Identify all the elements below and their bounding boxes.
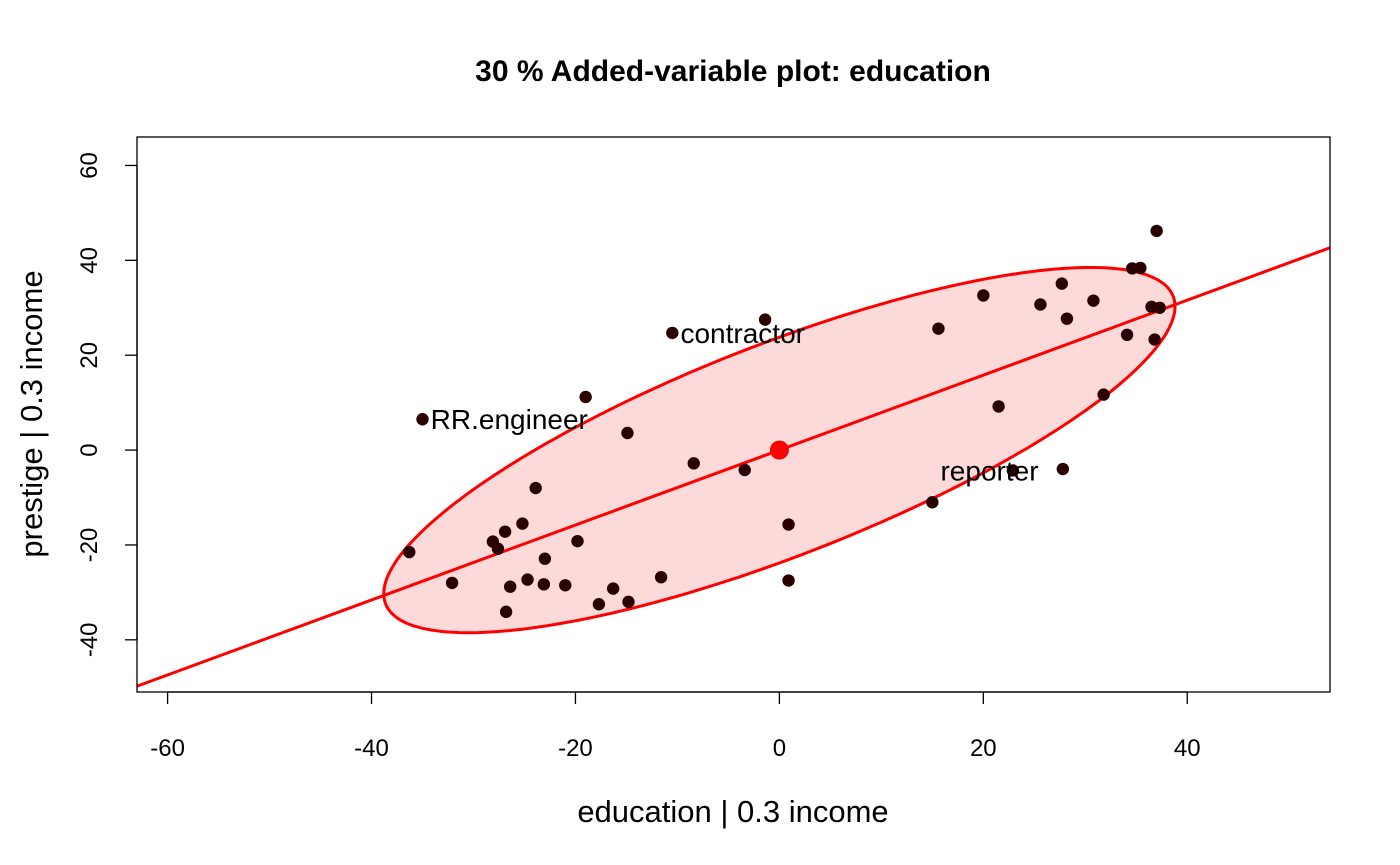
x-tick-label: -20 bbox=[558, 735, 593, 762]
data-point bbox=[529, 481, 542, 495]
data-point bbox=[592, 598, 606, 611]
data-point bbox=[1034, 298, 1047, 311]
data-point bbox=[666, 326, 679, 340]
x-axis-label: education | 0.3 income bbox=[577, 794, 888, 829]
data-point bbox=[932, 322, 945, 335]
data-point bbox=[606, 582, 620, 595]
y-axis-label: prestige | 0.3 income bbox=[14, 270, 49, 557]
data-point bbox=[1006, 464, 1020, 477]
data-point bbox=[537, 578, 551, 591]
data-point bbox=[782, 574, 795, 587]
data-point bbox=[571, 534, 584, 548]
data-point bbox=[521, 573, 534, 586]
data-point bbox=[738, 463, 751, 477]
data-point bbox=[758, 313, 772, 326]
data-point bbox=[782, 518, 795, 531]
y-tick-label: 40 bbox=[76, 247, 103, 274]
data-point bbox=[1060, 312, 1074, 325]
data-point bbox=[559, 579, 572, 592]
data-point bbox=[992, 400, 1005, 413]
data-point bbox=[1055, 277, 1069, 290]
data-point bbox=[516, 517, 529, 530]
point-label: reporter bbox=[940, 455, 1038, 486]
data-point bbox=[654, 571, 668, 584]
chart-title: 30 % Added-variable plot: education bbox=[475, 55, 991, 88]
data-point bbox=[1087, 294, 1100, 307]
point-label: contractor bbox=[680, 318, 805, 349]
data-point bbox=[1097, 388, 1110, 401]
data-point bbox=[977, 289, 990, 302]
data-point bbox=[445, 576, 459, 590]
point-label: RR.engineer bbox=[431, 404, 588, 435]
y-tick-label: 0 bbox=[76, 443, 103, 456]
data-point bbox=[687, 457, 700, 470]
x-axis: -60 -40 -20 0 20 40 bbox=[150, 691, 1201, 762]
x-tick-label: -40 bbox=[354, 735, 389, 762]
data-point bbox=[403, 545, 416, 559]
data-point bbox=[499, 605, 513, 619]
data-point bbox=[538, 552, 552, 565]
x-tick-label: 0 bbox=[773, 735, 786, 762]
data-point bbox=[622, 595, 635, 609]
point-annotations: contractor RR.engineer reporter bbox=[431, 318, 1039, 487]
plot-area bbox=[137, 224, 1330, 688]
data-point bbox=[416, 413, 429, 426]
data-point bbox=[498, 525, 512, 538]
data-point bbox=[491, 542, 505, 555]
data-point bbox=[579, 390, 592, 404]
regression-line bbox=[137, 246, 1330, 688]
y-tick-label: -20 bbox=[76, 528, 103, 563]
x-tick-label: -60 bbox=[150, 735, 185, 762]
data-point bbox=[621, 426, 634, 440]
data-point bbox=[1150, 224, 1163, 238]
data-point bbox=[1120, 328, 1134, 342]
y-tick-label: 20 bbox=[76, 342, 103, 369]
data-point bbox=[1148, 333, 1161, 346]
y-tick-label: 60 bbox=[76, 152, 103, 179]
x-tick-label: 20 bbox=[970, 735, 997, 762]
data-point bbox=[1056, 462, 1070, 476]
y-tick-label: -40 bbox=[76, 622, 103, 657]
x-tick-label: 40 bbox=[1174, 735, 1201, 762]
data-point bbox=[1153, 301, 1166, 314]
center-point bbox=[769, 440, 789, 460]
data-point bbox=[926, 496, 939, 509]
data-point bbox=[1134, 261, 1147, 275]
y-axis: -40 -20 0 20 40 60 bbox=[76, 152, 138, 657]
data-point bbox=[503, 580, 517, 593]
